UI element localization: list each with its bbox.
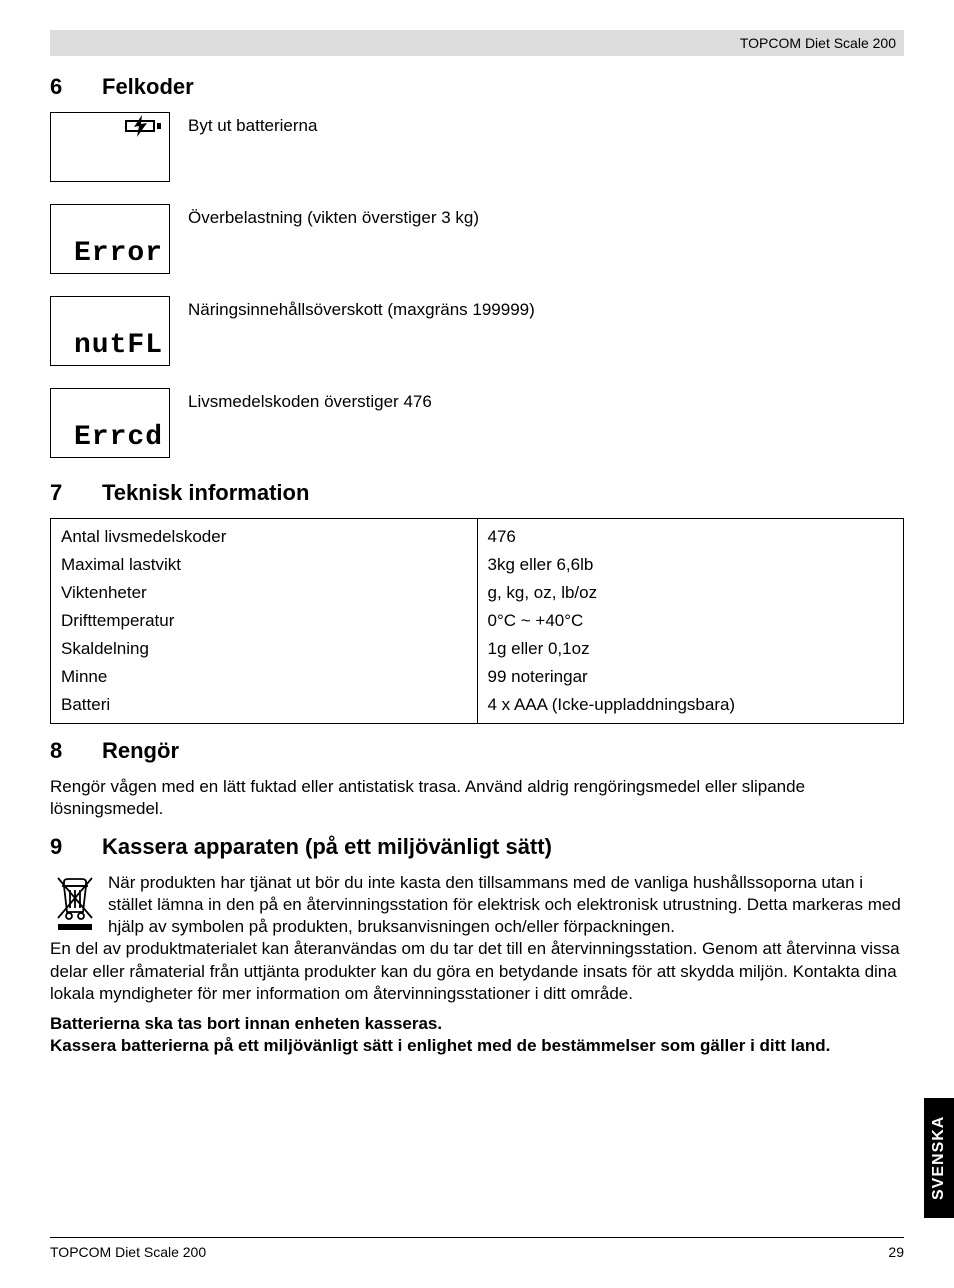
table-row: Minne99 noteringar <box>51 663 904 691</box>
section-9-para1: När produkten har tjänat ut bör du inte … <box>108 872 904 938</box>
error-row: Error Överbelastning (vikten överstiger … <box>50 204 904 274</box>
error-row: Errcd Livsmedelskoden överstiger 476 <box>50 388 904 458</box>
language-tab: SVENSKA <box>924 1098 954 1218</box>
page-footer: TOPCOM Diet Scale 200 29 <box>50 1237 904 1260</box>
footer-left: TOPCOM Diet Scale 200 <box>50 1244 206 1260</box>
section-9-para2: En del av produktmaterialet kan återanvä… <box>50 938 904 1004</box>
table-row: Batteri4 x AAA (Icke-uppladdningsbara) <box>51 691 904 724</box>
section-8-num: 8 <box>50 738 102 764</box>
error-desc-1: Överbelastning (vikten överstiger 3 kg) <box>170 204 479 228</box>
spec-value: 1g eller 0,1oz <box>477 635 904 663</box>
section-9-num: 9 <box>50 834 102 860</box>
lcd-box-nutfl: nutFL <box>50 296 170 366</box>
spec-label: Antal livsmedelskoder <box>51 519 478 552</box>
spec-label: Maximal lastvikt <box>51 551 478 579</box>
section-6-heading: 6Felkoder <box>50 74 904 100</box>
spec-value: 4 x AAA (Icke-uppladdningsbara) <box>477 691 904 724</box>
spec-value: g, kg, oz, lb/oz <box>477 579 904 607</box>
spec-value: 3kg eller 6,6lb <box>477 551 904 579</box>
section-8-title: Rengör <box>102 738 179 763</box>
table-row: Antal livsmedelskoder476 <box>51 519 904 552</box>
lcd-text-1: Error <box>74 238 163 269</box>
header-product: TOPCOM Diet Scale 200 <box>740 35 896 51</box>
section-6-title: Felkoder <box>102 74 194 99</box>
error-desc-3: Livsmedelskoden överstiger 476 <box>170 388 432 412</box>
table-row: Viktenheterg, kg, oz, lb/oz <box>51 579 904 607</box>
section-7-heading: 7Teknisk information <box>50 480 904 506</box>
lcd-text-2: nutFL <box>74 330 163 361</box>
error-desc-0: Byt ut batterierna <box>170 112 317 136</box>
section-9-bold1: Batterierna ska tas bort innan enheten k… <box>50 1013 904 1035</box>
section-8-heading: 8Rengör <box>50 738 904 764</box>
spec-label: Drifttemperatur <box>51 607 478 635</box>
table-row: Skaldelning1g eller 0,1oz <box>51 635 904 663</box>
section-8-body: Rengör vågen med en lätt fuktad eller an… <box>50 776 904 820</box>
spec-table: Antal livsmedelskoder476 Maximal lastvik… <box>50 518 904 724</box>
spec-label: Batteri <box>51 691 478 724</box>
table-row: Drifttemperatur0°C ~ +40°C <box>51 607 904 635</box>
error-row: nutFL Näringsinnehållsöverskott (maxgrän… <box>50 296 904 366</box>
section-7-num: 7 <box>50 480 102 506</box>
error-row: Byt ut batterierna <box>50 112 904 182</box>
spec-label: Skaldelning <box>51 635 478 663</box>
section-9-bold2: Kassera batterierna på ett miljövänligt … <box>50 1035 904 1057</box>
footer-page-number: 29 <box>888 1244 904 1260</box>
lcd-box-error: Error <box>50 204 170 274</box>
spec-value: 0°C ~ +40°C <box>477 607 904 635</box>
weee-bin-icon <box>50 872 108 937</box>
error-desc-2: Näringsinnehållsöverskott (maxgräns 1999… <box>170 296 535 320</box>
spec-value: 99 noteringar <box>477 663 904 691</box>
section-7-title: Teknisk information <box>102 480 309 505</box>
lcd-text-3: Errcd <box>74 422 163 453</box>
spec-value: 476 <box>477 519 904 552</box>
spec-label: Minne <box>51 663 478 691</box>
header-band: TOPCOM Diet Scale 200 <box>50 30 904 56</box>
section-9-title: Kassera apparaten (på ett miljövänligt s… <box>102 834 552 859</box>
section-6-num: 6 <box>50 74 102 100</box>
lcd-box-battery <box>50 112 170 182</box>
spec-label: Viktenheter <box>51 579 478 607</box>
battery-low-icon <box>125 117 163 135</box>
lcd-box-errcd: Errcd <box>50 388 170 458</box>
table-row: Maximal lastvikt3kg eller 6,6lb <box>51 551 904 579</box>
section-9-heading: 9Kassera apparaten (på ett miljövänligt … <box>50 834 904 860</box>
